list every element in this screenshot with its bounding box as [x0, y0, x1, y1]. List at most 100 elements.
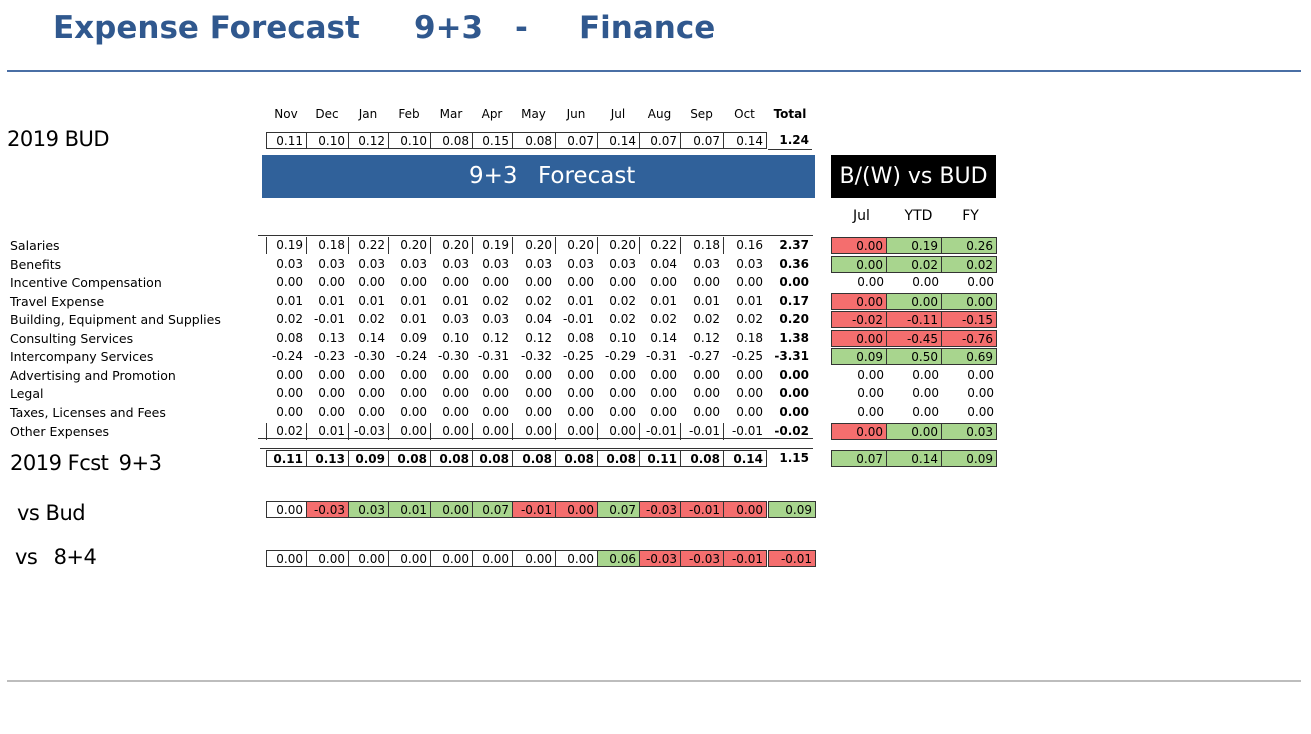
vs-84-value: 0.00: [472, 550, 513, 567]
month-header-may: May: [521, 107, 546, 121]
bw-value: 0.50: [886, 348, 942, 365]
row-value: -0.30: [353, 349, 385, 363]
row-value: -0.32: [520, 349, 552, 363]
row-value: 0.09: [400, 331, 427, 345]
row-value: 0.00: [650, 405, 677, 419]
row-value: 0.00: [358, 368, 385, 382]
vs-bud-label: vs Bud: [17, 501, 86, 525]
row-label: Travel Expense: [10, 294, 105, 309]
row-value: 0.00: [650, 386, 677, 400]
vs-bud-value: 0.01: [388, 501, 431, 518]
row-value: 0.00: [693, 405, 720, 419]
bw-value: 0.00: [912, 368, 939, 382]
row-value: 0.00: [276, 368, 303, 382]
row-value: 0.12: [693, 331, 720, 345]
row-value: 0.02: [266, 423, 306, 440]
month-header-aug: Aug: [647, 107, 672, 121]
vs-84-label: vs 8+4: [15, 545, 97, 569]
bud-value: 0.14: [723, 132, 767, 149]
row-value: -0.03: [348, 423, 388, 440]
row-value: 0.03: [736, 257, 763, 271]
row-value: 0.03: [442, 257, 469, 271]
row-value: 0.01: [276, 294, 303, 308]
row-value: 0.18: [680, 237, 723, 254]
bud-value: 0.07: [639, 132, 681, 149]
month-header-jun: Jun: [566, 107, 586, 121]
title-scenario: 9+3: [414, 10, 484, 46]
fcst-bw-value: 0.07: [831, 450, 887, 467]
bw-value: 0.00: [912, 386, 939, 400]
row-value: -0.23: [313, 349, 345, 363]
bw-value: -0.45: [886, 330, 942, 347]
row-value: 0.00: [400, 275, 427, 289]
row-value: 0.00: [430, 423, 472, 440]
row-value: 0.02: [525, 294, 552, 308]
row-value: 0.02: [276, 312, 303, 326]
bw-value: -0.02: [831, 311, 887, 328]
title-divider: [7, 70, 1301, 72]
vs-84-value: 0.00: [306, 550, 349, 567]
row-value: 0.04: [650, 257, 677, 271]
bw-col-ytd: YTD: [904, 208, 933, 224]
vs-84-value: -0.01: [723, 550, 767, 567]
row-value: 0.18: [736, 331, 763, 345]
row-value: 0.00: [442, 368, 469, 382]
row-value: 0.01: [442, 294, 469, 308]
row-label: Incentive Compensation: [10, 275, 162, 290]
bud-value: 0.07: [680, 132, 724, 149]
row-value: 0.00: [736, 368, 763, 382]
fcst-value: 0.08: [472, 450, 513, 467]
bw-value: 0.69: [941, 348, 997, 365]
bw-value: 0.00: [967, 275, 994, 289]
row-value: 0.00: [400, 405, 427, 419]
row-total: 0.17: [779, 294, 809, 308]
vs-bud-value: 0.00: [723, 501, 767, 518]
row-value: 0.03: [276, 257, 303, 271]
row-total: 0.00: [779, 368, 809, 382]
row-value: 0.00: [482, 275, 509, 289]
month-header-oct: Oct: [734, 107, 755, 121]
row-value: 0.00: [609, 405, 636, 419]
vs-bud-value: -0.01: [680, 501, 724, 518]
vs-84-value: 0.00: [348, 550, 389, 567]
row-label: Advertising and Promotion: [10, 368, 176, 383]
fcst-value: 0.08: [512, 450, 556, 467]
row-value: 0.14: [358, 331, 385, 345]
row-value: 0.00: [609, 275, 636, 289]
row-value: 0.20: [597, 237, 639, 254]
banner-scenario: 9+3: [469, 163, 518, 189]
row-value: 0.00: [358, 405, 385, 419]
bud-value: 0.10: [388, 132, 431, 149]
row-value: 0.03: [400, 257, 427, 271]
vs-84-label-scenario: 8+4: [53, 545, 97, 569]
row-total: 0.36: [779, 257, 809, 271]
bw-value: -0.15: [941, 311, 997, 328]
row-label: Benefits: [10, 257, 62, 272]
row-value: 0.20: [555, 237, 597, 254]
vs-bud-value: -0.03: [639, 501, 681, 518]
vs-bud-total: 0.09: [768, 501, 816, 518]
row-value: 0.00: [442, 405, 469, 419]
row-value: 0.01: [358, 294, 385, 308]
row-value: -0.27: [688, 349, 720, 363]
row-value: 0.00: [482, 386, 509, 400]
row-value: 0.03: [609, 257, 636, 271]
row-value: -0.25: [731, 349, 763, 363]
fcst-top-rule: [260, 448, 813, 449]
row-value: 0.00: [358, 275, 385, 289]
row-value: 0.01: [400, 312, 427, 326]
bw-value: 0.19: [886, 237, 942, 254]
row-value: 0.00: [525, 275, 552, 289]
bw-value: -0.76: [941, 330, 997, 347]
row-value: 0.00: [597, 423, 639, 440]
row-value: -0.01: [639, 423, 680, 440]
row-value: 0.00: [736, 405, 763, 419]
bw-value: 0.00: [857, 386, 884, 400]
row-value: 0.00: [650, 275, 677, 289]
bw-vs-bud-header: B/(W) vs BUD: [831, 155, 996, 198]
row-value: 0.00: [318, 275, 345, 289]
fcst-value: 0.08: [430, 450, 473, 467]
row-value: 0.00: [609, 368, 636, 382]
vs-bud-value: 0.00: [430, 501, 473, 518]
row-value: 0.01: [306, 423, 348, 440]
